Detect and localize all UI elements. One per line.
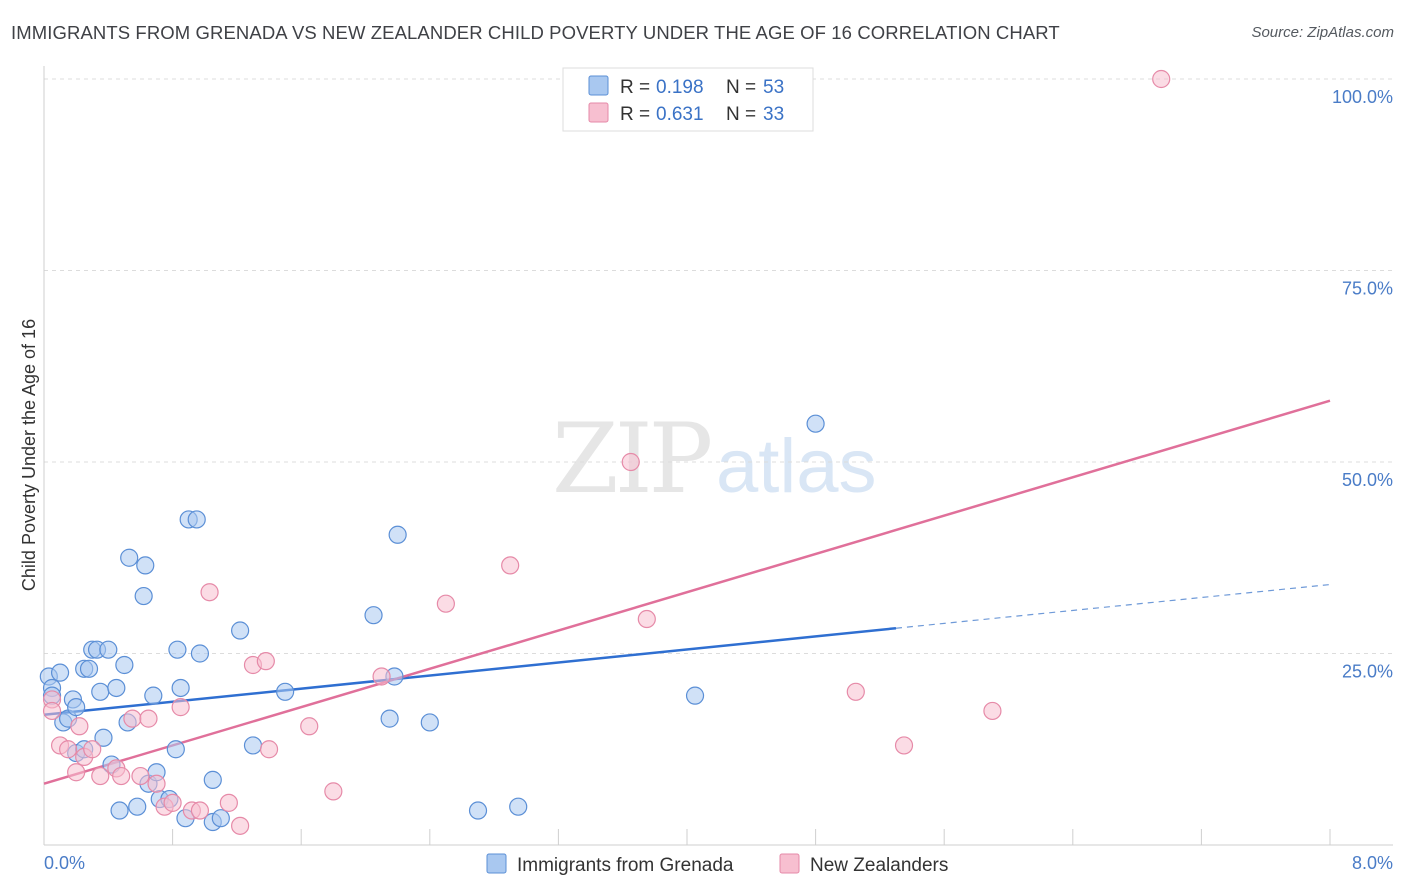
data-point: [50, 663, 70, 682]
data-points: [39, 69, 1171, 835]
data-point: [380, 709, 399, 728]
data-point: [231, 621, 250, 640]
data-point: [806, 414, 825, 433]
data-point: [190, 644, 210, 663]
data-point: [256, 652, 275, 671]
data-point: [139, 709, 158, 728]
data-point: [190, 801, 210, 820]
data-point: [163, 793, 182, 812]
legend-swatch-new-zealanders: [588, 102, 609, 123]
data-point: [83, 740, 102, 759]
legend-n-value: 33: [763, 104, 784, 125]
y-tick-labels: 25.0% 50.0% 75.0% 100.0%: [1332, 87, 1393, 682]
data-point: [79, 659, 99, 678]
data-point: [168, 640, 187, 659]
legend-swatch-grenada: [588, 75, 609, 96]
grid-lines: [44, 78, 1393, 654]
data-point: [171, 678, 190, 698]
data-point: [1152, 69, 1171, 89]
data-point: [420, 713, 439, 732]
data-point: [468, 801, 488, 820]
y-tick-label: 25.0%: [1342, 662, 1393, 682]
data-point: [94, 728, 113, 747]
chart-title: IMMIGRANTS FROM GRENADA VS NEW ZEALANDER…: [11, 22, 1060, 43]
chart-source: Source: ZipAtlas.com: [1251, 24, 1394, 41]
data-point: [894, 736, 914, 755]
data-point: [364, 606, 383, 625]
legend-r-value: 0.631: [656, 104, 704, 125]
data-point: [171, 698, 190, 717]
x-tick-label: 0.0%: [44, 853, 85, 873]
data-point: [685, 686, 705, 705]
y-tick-label: 100.0%: [1332, 87, 1393, 107]
legend-r-label: R =: [620, 77, 650, 98]
legend-swatch-new-zealanders: [779, 853, 800, 874]
legend-r-label: R =: [620, 104, 650, 125]
trendline-grenada: [43, 626, 897, 717]
data-point: [219, 793, 238, 812]
legend-swatch-grenada: [486, 853, 507, 874]
data-point: [243, 736, 263, 755]
data-point: [131, 766, 150, 786]
data-point: [134, 586, 153, 606]
data-point: [231, 816, 250, 835]
y-tick-label: 75.0%: [1342, 279, 1393, 299]
legend-stats: R = 0.198 N = 53 R = 0.631 N = 33: [562, 67, 814, 132]
data-point: [59, 740, 78, 759]
data-point: [123, 709, 142, 728]
data-point: [120, 548, 139, 567]
data-point: [372, 667, 391, 686]
data-point: [259, 740, 279, 759]
data-point: [136, 556, 155, 575]
legend-r-value: 0.198: [656, 77, 704, 98]
data-point: [211, 809, 230, 828]
legend-label-new-zealanders: New Zealanders: [810, 855, 948, 876]
x-tick-label: 8.0%: [1352, 853, 1393, 873]
data-point: [388, 525, 407, 544]
data-point: [324, 782, 343, 801]
data-point: [637, 609, 656, 629]
data-point: [110, 801, 129, 820]
data-point: [112, 766, 131, 786]
data-point: [501, 556, 520, 575]
legend-n-label: N =: [726, 104, 756, 125]
trendline-new-zealanders: [43, 399, 1331, 785]
data-point: [621, 452, 640, 472]
data-point: [99, 640, 118, 659]
data-point: [91, 682, 110, 701]
trendline-grenada-extension: [895, 583, 1331, 629]
data-point: [107, 678, 126, 698]
legend-n-label: N =: [726, 77, 756, 98]
data-point: [983, 701, 1002, 721]
data-point: [147, 774, 166, 793]
data-point: [436, 594, 455, 613]
data-point: [166, 740, 185, 759]
data-point: [846, 682, 865, 701]
legend-label-grenada: Immigrants from Grenada: [517, 855, 734, 876]
y-axis-label: Child Poverty Under the Age of 16: [19, 319, 39, 591]
data-point: [67, 698, 86, 717]
data-point: [144, 686, 163, 705]
watermark: ZIP atlas: [552, 403, 877, 515]
legend-series: Immigrants from Grenada New Zealanders: [486, 853, 948, 876]
legend-n-value: 53: [763, 77, 784, 98]
data-point: [115, 655, 134, 675]
data-point: [91, 766, 110, 786]
data-point: [509, 797, 528, 816]
data-point: [200, 583, 219, 602]
data-point: [67, 763, 86, 782]
x-tick-labels: 0.0% 8.0%: [44, 853, 1393, 873]
watermark-atlas: atlas: [716, 424, 877, 509]
y-tick-label: 50.0%: [1342, 470, 1393, 490]
data-point: [70, 717, 89, 736]
data-point: [187, 510, 206, 529]
data-point: [128, 797, 147, 816]
data-point: [300, 717, 319, 736]
data-point: [42, 701, 62, 721]
data-point: [276, 682, 295, 701]
data-point: [203, 770, 222, 789]
